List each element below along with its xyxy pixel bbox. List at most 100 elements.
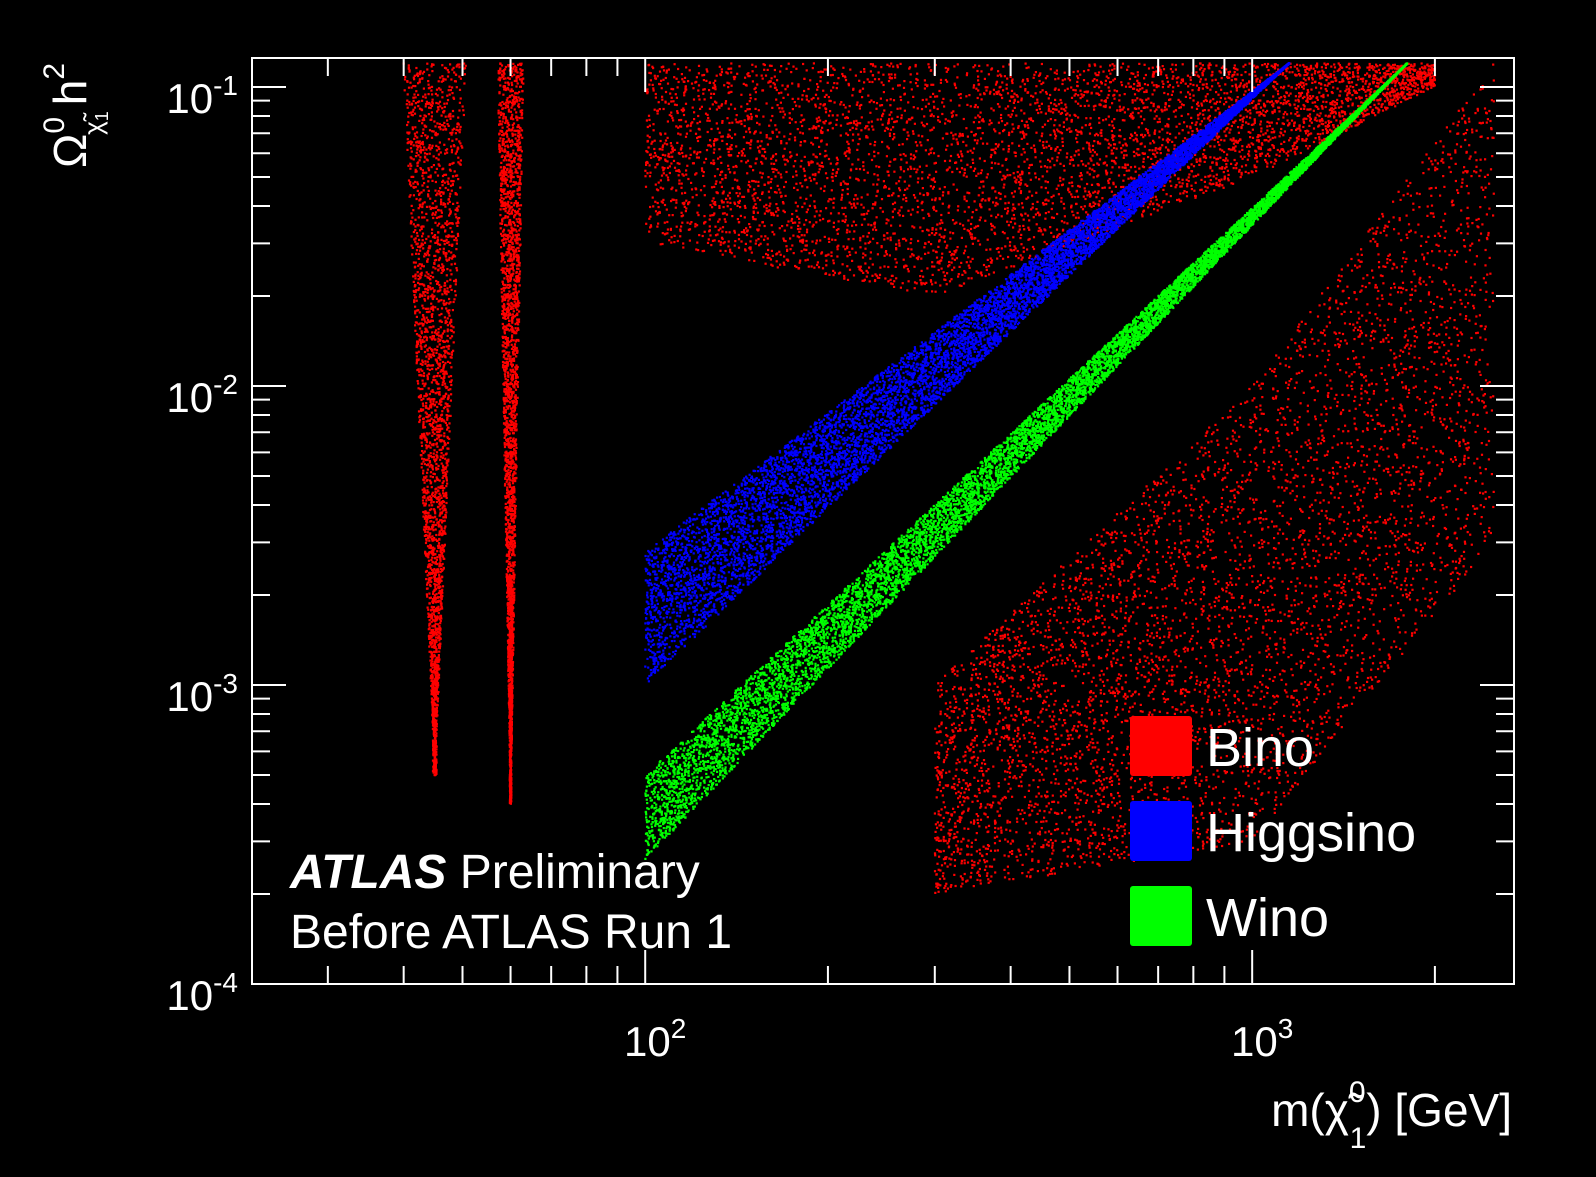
point-bino	[434, 409, 437, 412]
point-bino	[434, 748, 437, 751]
point-bino	[445, 301, 448, 305]
point-bino	[506, 211, 509, 214]
point-bino	[429, 528, 432, 531]
point-bino	[455, 207, 458, 210]
point-bino	[503, 399, 506, 402]
point-bino	[414, 310, 417, 313]
point-bino	[510, 339, 513, 343]
point-bino	[413, 106, 417, 109]
point-bino	[509, 313, 512, 316]
point-bino	[435, 443, 438, 446]
point-bino	[436, 110, 439, 113]
point-bino	[442, 397, 445, 400]
point-bino	[450, 151, 453, 154]
point-bino	[419, 205, 422, 208]
point-bino	[434, 221, 437, 224]
point-bino	[453, 279, 456, 283]
point-bino	[504, 377, 507, 381]
point-bino	[436, 238, 440, 241]
point-bino	[505, 358, 508, 361]
point-bino	[424, 477, 427, 480]
point-bino	[512, 437, 515, 440]
point-bino	[432, 421, 435, 424]
point-bino	[508, 383, 511, 386]
point-bino	[506, 309, 509, 312]
point-bino	[421, 216, 424, 219]
point-bino	[415, 151, 418, 154]
point-bino	[442, 516, 446, 519]
point-bino	[454, 213, 457, 216]
point-bino	[509, 507, 512, 510]
point-bino	[421, 99, 424, 102]
point-bino	[434, 587, 437, 591]
point-bino	[415, 141, 418, 144]
point-bino	[441, 562, 444, 566]
point-bino	[451, 183, 454, 187]
point-bino	[426, 471, 429, 474]
point-bino	[430, 693, 433, 696]
point-bino	[508, 312, 511, 315]
point-bino	[508, 502, 512, 505]
point-bino	[507, 446, 510, 449]
point-bino	[440, 434, 443, 437]
point-bino	[440, 521, 444, 524]
point-bino	[442, 128, 445, 131]
point-bino	[422, 515, 425, 518]
point-bino	[434, 658, 437, 661]
point-bino	[500, 288, 503, 291]
point-bino	[450, 335, 454, 338]
point-bino	[512, 606, 515, 610]
point-bino	[508, 95, 511, 98]
point-bino	[503, 150, 506, 153]
point-bino	[426, 367, 429, 370]
point-bino	[504, 241, 508, 244]
point-bino	[511, 594, 514, 597]
point-bino	[428, 245, 431, 248]
point-bino	[408, 69, 411, 72]
point-bino	[421, 169, 424, 172]
point-bino	[424, 458, 428, 462]
point-bino	[441, 445, 445, 449]
point-bino	[422, 408, 425, 411]
point-bino	[445, 511, 448, 514]
point-bino	[512, 473, 515, 476]
point-bino	[457, 147, 460, 150]
point-bino	[518, 116, 521, 120]
point-bino	[428, 419, 431, 422]
point-bino	[440, 238, 443, 241]
point-bino	[431, 493, 434, 496]
point-bino	[507, 569, 510, 572]
point-bino	[417, 207, 420, 210]
point-bino	[440, 512, 443, 515]
point-bino	[421, 382, 424, 385]
point-bino	[445, 459, 448, 462]
point-bino	[499, 84, 502, 87]
point-bino	[513, 539, 516, 543]
point-bino	[424, 510, 427, 513]
point-bino	[419, 151, 422, 154]
point-bino	[437, 269, 440, 272]
point-bino	[445, 424, 449, 427]
point-bino	[437, 577, 440, 580]
point-bino	[431, 338, 434, 341]
point-bino	[500, 232, 503, 235]
point-bino	[516, 144, 520, 147]
point-bino	[431, 70, 434, 73]
point-bino	[426, 468, 429, 471]
point-bino	[436, 387, 440, 390]
point-bino	[508, 191, 511, 194]
point-bino	[427, 463, 430, 466]
point-bino	[507, 210, 510, 213]
point-bino	[443, 288, 446, 291]
point-bino	[515, 116, 518, 119]
point-bino	[427, 454, 430, 457]
point-bino	[429, 659, 432, 662]
point-bino	[433, 610, 436, 613]
point-bino	[426, 398, 429, 401]
point-bino	[428, 565, 431, 568]
point-bino	[506, 97, 509, 100]
point-bino	[418, 144, 421, 147]
point-bino	[499, 214, 502, 217]
point-bino	[436, 434, 439, 437]
point-bino	[421, 72, 424, 75]
